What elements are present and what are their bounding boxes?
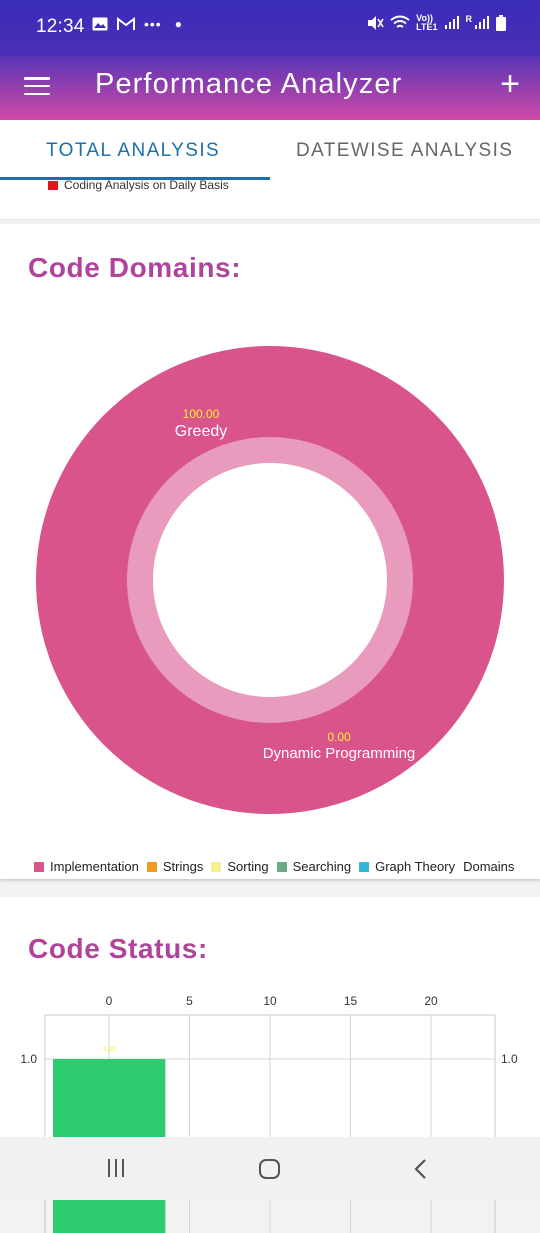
code-status-title: Code Status:: [28, 933, 208, 964]
add-button[interactable]: +: [500, 65, 520, 103]
code-domains-title: Code Domains:: [28, 252, 242, 283]
daily-legend: Coding Analysis on Daily Basis: [48, 180, 229, 192]
legend-label: Strings: [162, 859, 204, 874]
legend-swatch: [211, 861, 222, 872]
x-tick-label: 5: [186, 994, 193, 1008]
pie-label-zero: Dynamic Programming: [263, 745, 416, 762]
y-tick-label-left: 1.0: [20, 1052, 37, 1066]
back-button[interactable]: [412, 1158, 430, 1180]
legend-swatch: [359, 861, 370, 872]
tab-datewise-analysis[interactable]: DATEWISE ANALYSIS: [296, 140, 514, 161]
x-tick-label: 10: [263, 994, 277, 1008]
legend-label: Searching: [292, 859, 352, 874]
signal-icon: [444, 16, 459, 29]
pie-label-greedy: Greedy: [175, 423, 227, 440]
tab-total-analysis[interactable]: TOTAL ANALYSIS: [46, 140, 221, 161]
legend-item-searching: Searching: [276, 859, 352, 874]
legend-swatch: [276, 861, 287, 872]
code-domains-card: Code Domains: 100.00 Greedy 0.00 Dynamic…: [0, 224, 540, 879]
legend-color-swatch: [48, 180, 58, 190]
status-time: 12:34: [36, 16, 85, 37]
wifi-icon: [390, 15, 410, 28]
app-bar: Performance Analyzer +: [0, 56, 540, 120]
x-tick-label: 15: [344, 994, 358, 1008]
dot-icon: ●: [174, 17, 182, 31]
recent-apps-button[interactable]: [108, 1159, 124, 1177]
status-right-icons: Vo)) LTE1 R: [366, 14, 506, 32]
legend-label: Sorting: [227, 859, 269, 874]
home-button[interactable]: [259, 1159, 280, 1179]
pie-value-zero: 0.00: [327, 730, 351, 744]
volte-label: Vo)): [416, 13, 433, 23]
x-tick-label: 20: [424, 994, 438, 1008]
domains-pie-chart[interactable]: 100.00 Greedy 0.00 Dynamic Programming: [0, 324, 540, 864]
legend-label: Graph Theory: [375, 859, 456, 874]
daily-chart-card: Coding Analysis on Daily Basis: [0, 180, 540, 220]
legend-item-graph-theory: Graph Theory: [359, 859, 455, 874]
mute-icon: [368, 16, 384, 30]
gmail-icon: [117, 17, 135, 30]
battery-icon: [496, 15, 506, 31]
legend-item-strings: Strings: [146, 859, 204, 874]
menu-icon[interactable]: [24, 74, 50, 98]
daily-legend-label: Coding Analysis on Daily Basis: [64, 180, 229, 192]
legend-label: Implementation: [50, 859, 139, 874]
legend-swatch: [34, 861, 44, 872]
tab-bar: TOTAL ANALYSIS DATEWISE ANALYSIS: [0, 120, 540, 180]
roaming-label: R: [465, 14, 473, 24]
status-left-icons: ••• ●: [92, 16, 182, 32]
pie-value-greedy: 100.00: [183, 407, 220, 421]
x-tick-label: 0: [106, 994, 113, 1008]
android-nav-bar: [0, 1137, 540, 1200]
legend-item-sorting: Sorting: [211, 859, 269, 874]
lte-label: LTE1: [416, 22, 438, 32]
status-bar: 12:34 ••• ● Vo)) LTE1 R: [0, 0, 540, 56]
pie-center-hole: [153, 463, 387, 697]
domains-legend: Implementation Strings Sorting Searching…: [34, 859, 514, 874]
image-icon: [92, 17, 108, 31]
legend-swatch: [146, 861, 157, 872]
y-tick-label-right: 1.0: [501, 1052, 518, 1066]
signal-2-icon: [475, 16, 489, 29]
legend-caption: Domains: [463, 859, 515, 874]
bar-value-label: 1.00: [102, 1046, 116, 1053]
app-title: Performance Analyzer: [95, 68, 403, 100]
active-tab-indicator: [0, 177, 270, 180]
legend-item-implementation: Implementation: [34, 859, 139, 874]
more-icon: •••: [144, 16, 162, 32]
